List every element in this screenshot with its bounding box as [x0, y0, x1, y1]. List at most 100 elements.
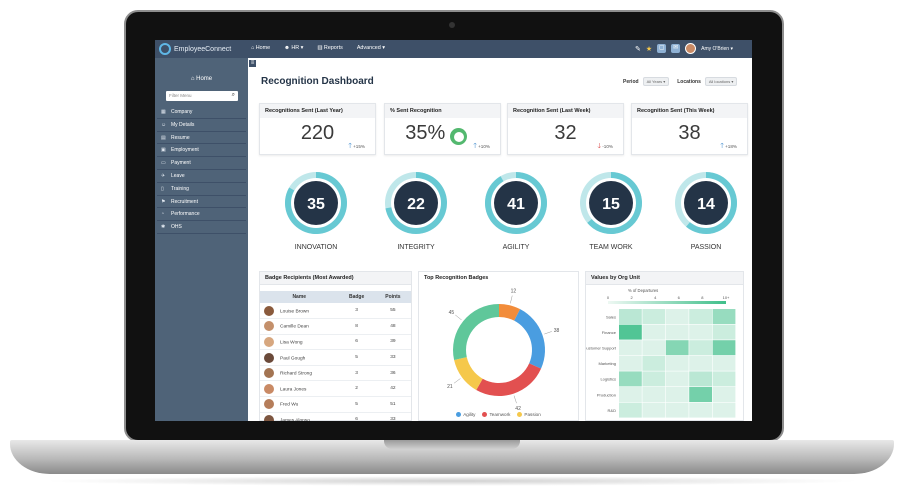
- sidebar-item-recruitment[interactable]: ⚑ Recruitment: [157, 196, 246, 209]
- heatmap-cell[interactable]: [642, 309, 666, 324]
- heatmap-row-label: R&D: [608, 408, 617, 413]
- column-header[interactable]: Badge: [338, 291, 375, 303]
- heatmap-cell[interactable]: [619, 402, 642, 418]
- badges-donut-chart: 12 38 42 21 45: [447, 289, 560, 412]
- donut-data-label: 12: [511, 289, 517, 295]
- heatmap-cell[interactable]: [619, 387, 642, 402]
- sidebar-home[interactable]: ⌂ Home: [190, 76, 213, 82]
- heatmap-cell[interactable]: [665, 387, 689, 402]
- sidebar-item-ohs[interactable]: ✱ OHS: [157, 221, 246, 234]
- donut-slice[interactable]: [476, 363, 542, 396]
- table-row[interactable]: Paul Gough 5 33: [260, 349, 411, 366]
- edit-icon[interactable]: ✎: [635, 45, 641, 53]
- heatmap-cell[interactable]: [689, 355, 712, 371]
- heatmap-cell[interactable]: [712, 324, 736, 340]
- heatmap-cell[interactable]: [665, 355, 689, 371]
- heatmap-cell[interactable]: [712, 309, 736, 324]
- heatmap-cell[interactable]: [689, 340, 712, 356]
- nav-advanced-label: Advanced ▾: [356, 45, 385, 51]
- heatmap-cell[interactable]: [689, 402, 712, 418]
- heatmap-cell[interactable]: [665, 340, 689, 356]
- column-header[interactable]: Name: [260, 291, 339, 303]
- main-nav: ⌂ Home ☻ HR ▾ ▥ Reports Advanced ▾: [251, 45, 385, 51]
- heatmap-cell[interactable]: [712, 371, 736, 387]
- heatmap-cell[interactable]: [689, 324, 712, 340]
- heatmap-cell[interactable]: [665, 324, 689, 340]
- nav-home[interactable]: ⌂ Home: [251, 45, 271, 51]
- badge-count: 2: [338, 380, 375, 398]
- value-ring-agility: 41: [485, 172, 547, 234]
- column-header[interactable]: Points: [374, 291, 411, 303]
- heatmap-cell[interactable]: [619, 355, 642, 371]
- table-row[interactable]: Richard Strong 3 36: [260, 365, 411, 382]
- user-menu[interactable]: Amy O'Brien ▾: [701, 45, 733, 52]
- heatmap-cell[interactable]: [642, 371, 666, 387]
- briefcase-icon: ▤: [161, 134, 166, 141]
- heatmap-cell[interactable]: [665, 371, 689, 387]
- donut-data-label: 38: [554, 328, 560, 334]
- menu-toggle-icon[interactable]: ≡: [249, 60, 256, 67]
- sidebar-item-label: My Details: [171, 121, 195, 128]
- heatmap-cell[interactable]: [642, 340, 666, 356]
- heatmap-cell[interactable]: [665, 309, 689, 324]
- heatmap-cell[interactable]: [642, 355, 666, 371]
- sidebar-menu: ▦ Company ☺ My Details ▤ Resume ▣ Employment ▭ Pa…: [157, 106, 246, 234]
- sidebar-item-employment[interactable]: ▣ Employment: [157, 144, 246, 158]
- nav-reports[interactable]: ▥ Reports: [317, 45, 343, 51]
- recipient-name-cell: Paul Gough: [260, 349, 339, 366]
- recruit-icon: ⚑: [161, 198, 166, 205]
- user-avatar[interactable]: [685, 43, 697, 54]
- legend-item[interactable]: Passion: [517, 412, 541, 418]
- donut-slice[interactable]: [453, 304, 499, 360]
- nav-advanced[interactable]: Advanced ▾: [357, 45, 385, 51]
- nav-hr[interactable]: ☻ HR ▾: [284, 45, 304, 51]
- donut-slice[interactable]: [514, 309, 545, 369]
- table-row[interactable]: Louise Brown 3 55: [260, 303, 411, 320]
- sidebar-item-performance[interactable]: ◔ Performance: [157, 208, 246, 222]
- kpi-title: Recognition Sent (This Week): [632, 104, 747, 118]
- value-ring-integrity: 22: [385, 172, 447, 234]
- legend-item[interactable]: Teamwork: [482, 412, 510, 418]
- recipient-name: Louise Brown: [280, 308, 310, 314]
- sidebar-item-training[interactable]: ▯ Training: [157, 183, 246, 196]
- locations-select[interactable]: All locations ▾: [704, 77, 738, 86]
- table-row[interactable]: Camille Dean 8 48: [260, 318, 411, 335]
- heatmap-cell[interactable]: [619, 309, 642, 324]
- sidebar-item-payment[interactable]: ▭ Payment: [157, 157, 246, 170]
- table-row[interactable]: Fred Wu 5 51: [260, 396, 411, 413]
- star-icon[interactable]: ★: [645, 45, 653, 53]
- heatmap-cell[interactable]: [619, 324, 642, 340]
- heatmap-cell[interactable]: [689, 371, 712, 387]
- legend-item[interactable]: Agility: [456, 412, 475, 418]
- heatmap-cell[interactable]: [642, 387, 666, 402]
- kpi-card-percent-sent: % Sent Recognition 35% 🡑 +10%: [384, 103, 501, 155]
- period-select[interactable]: All Years ▾: [642, 77, 670, 86]
- messages-icon[interactable]: ✉: [671, 44, 681, 53]
- heatmap-cell[interactable]: [665, 402, 689, 418]
- heatmap-cell[interactable]: [689, 309, 712, 324]
- heatmap-cell[interactable]: [712, 387, 736, 402]
- heatmap-cell[interactable]: [619, 371, 642, 387]
- heatmap-cell[interactable]: [712, 340, 736, 356]
- table-row[interactable]: James Alonso 6 33: [260, 412, 411, 421]
- heatmap-cell[interactable]: [642, 402, 666, 418]
- brand-logo[interactable]: EmployeeConnect: [159, 43, 231, 55]
- sidebar-item-resume[interactable]: ▤ Resume: [157, 132, 246, 145]
- sidebar-item-my-details[interactable]: ☺ My Details: [157, 119, 246, 132]
- heatmap-cell[interactable]: [642, 324, 666, 340]
- sidebar-item-company[interactable]: ▦ Company: [157, 106, 246, 119]
- recipient-name: James Alonso: [280, 418, 310, 421]
- heatmap-cell[interactable]: [619, 340, 642, 356]
- donut-slice[interactable]: [454, 357, 483, 390]
- donut-slice[interactable]: [499, 304, 521, 321]
- heatmap-cell[interactable]: [712, 355, 736, 371]
- notifications-icon[interactable]: ▢: [657, 44, 667, 53]
- filter-menu-input[interactable]: Filter Menu ⌕: [166, 91, 238, 101]
- heatmap-cell[interactable]: [689, 387, 712, 402]
- sidebar-item-leave[interactable]: ✈ Leave: [157, 170, 246, 183]
- table-row[interactable]: Laura Jones 2 42: [260, 380, 411, 398]
- table-row[interactable]: Lisa Wong 6 39: [260, 334, 411, 351]
- points-value: 33: [374, 412, 411, 421]
- heatmap-cell[interactable]: [712, 402, 736, 418]
- sidebar-home-label: Home: [196, 76, 213, 82]
